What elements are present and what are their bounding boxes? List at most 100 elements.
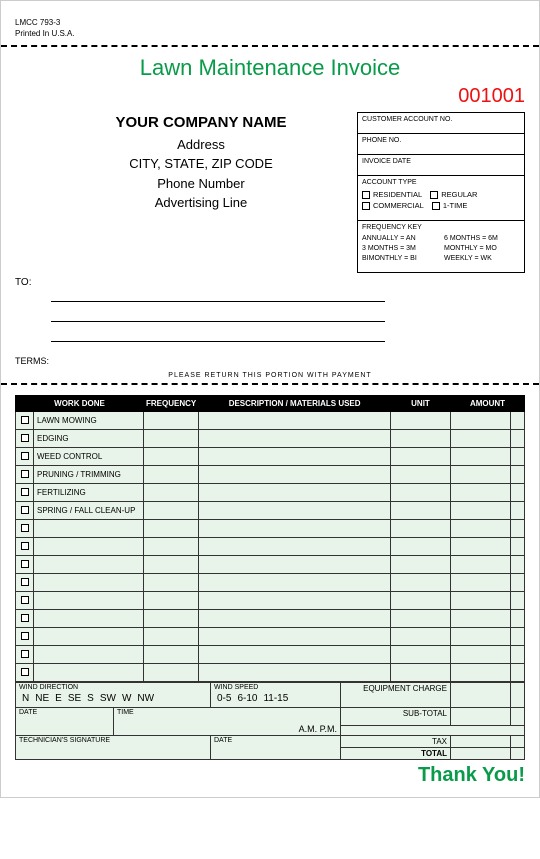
wind-speed-11-15[interactable]: 11-15: [260, 691, 291, 706]
amount-cents-cell[interactable]: [511, 502, 525, 520]
work-checkbox[interactable]: [16, 646, 34, 664]
amount-cell[interactable]: [451, 520, 511, 538]
unit-cell[interactable]: [391, 610, 451, 628]
freq-cell[interactable]: [144, 448, 199, 466]
acct-type-1time[interactable]: 1-TIME: [432, 201, 468, 210]
amount-cell[interactable]: [451, 448, 511, 466]
work-checkbox[interactable]: [16, 664, 34, 682]
amount-cents-cell[interactable]: [511, 628, 525, 646]
amount-cents-cell[interactable]: [511, 538, 525, 556]
desc-cell[interactable]: [199, 592, 391, 610]
amount-cell[interactable]: [451, 538, 511, 556]
desc-cell[interactable]: [199, 628, 391, 646]
subtotal-amount[interactable]: [451, 708, 511, 726]
phone-no[interactable]: PHONE NO.: [358, 134, 524, 155]
freq-cell[interactable]: [144, 466, 199, 484]
amount-cell[interactable]: [451, 502, 511, 520]
wind-dir-n[interactable]: N: [19, 691, 32, 706]
amount-cents-cell[interactable]: [511, 520, 525, 538]
unit-cell[interactable]: [391, 592, 451, 610]
amount-cents-cell[interactable]: [511, 574, 525, 592]
amount-cents-cell[interactable]: [511, 556, 525, 574]
amount-cell[interactable]: [451, 484, 511, 502]
acct-type-commercial[interactable]: COMMERCIAL: [362, 201, 424, 210]
amount-cents-cell[interactable]: [511, 448, 525, 466]
wind-dir-w[interactable]: W: [119, 691, 134, 706]
wind-speed-6-10[interactable]: 6-10: [234, 691, 260, 706]
invoice-date[interactable]: INVOICE DATE: [358, 155, 524, 176]
customer-account-no[interactable]: CUSTOMER ACCOUNT NO.: [358, 113, 524, 134]
amount-cell[interactable]: [451, 430, 511, 448]
freq-cell[interactable]: [144, 574, 199, 592]
unit-cell[interactable]: [391, 484, 451, 502]
time-cell[interactable]: TIME A.M. P.M.: [114, 708, 341, 736]
freq-cell[interactable]: [144, 556, 199, 574]
desc-cell[interactable]: [199, 610, 391, 628]
amount-cell[interactable]: [451, 646, 511, 664]
unit-cell[interactable]: [391, 574, 451, 592]
amount-cell[interactable]: [451, 574, 511, 592]
unit-cell[interactable]: [391, 664, 451, 682]
work-checkbox[interactable]: [16, 448, 34, 466]
unit-cell[interactable]: [391, 466, 451, 484]
unit-cell[interactable]: [391, 448, 451, 466]
amount-cents-cell[interactable]: [511, 592, 525, 610]
desc-cell[interactable]: [199, 466, 391, 484]
amount-cents-cell[interactable]: [511, 484, 525, 502]
wind-dir-se[interactable]: SE: [65, 691, 84, 706]
wind-dir-sw[interactable]: SW: [97, 691, 119, 706]
freq-cell[interactable]: [144, 664, 199, 682]
unit-cell[interactable]: [391, 412, 451, 430]
desc-cell[interactable]: [199, 664, 391, 682]
amount-cents-cell[interactable]: [511, 430, 525, 448]
amount-cents-cell[interactable]: [511, 466, 525, 484]
tax-cents[interactable]: [511, 736, 525, 748]
date2-cell[interactable]: DATE: [211, 736, 341, 760]
work-checkbox[interactable]: [16, 556, 34, 574]
equipment-charge-amount[interactable]: [451, 683, 511, 708]
desc-cell[interactable]: [199, 484, 391, 502]
freq-cell[interactable]: [144, 502, 199, 520]
freq-cell[interactable]: [144, 592, 199, 610]
date-cell[interactable]: DATE: [16, 708, 114, 736]
amount-cell[interactable]: [451, 664, 511, 682]
amount-cents-cell[interactable]: [511, 646, 525, 664]
wind-dir-nw[interactable]: NW: [134, 691, 157, 706]
amount-cell[interactable]: [451, 628, 511, 646]
amount-cell[interactable]: [451, 592, 511, 610]
wind-dir-ne[interactable]: NE: [32, 691, 52, 706]
work-checkbox[interactable]: [16, 466, 34, 484]
freq-cell[interactable]: [144, 610, 199, 628]
amount-cell[interactable]: [451, 412, 511, 430]
work-checkbox[interactable]: [16, 520, 34, 538]
work-checkbox[interactable]: [16, 538, 34, 556]
to-line-2[interactable]: [51, 308, 385, 322]
wind-dir-s[interactable]: S: [84, 691, 97, 706]
amount-cents-cell[interactable]: [511, 664, 525, 682]
to-line-1[interactable]: [51, 288, 385, 302]
work-checkbox[interactable]: [16, 430, 34, 448]
amount-cell[interactable]: [451, 466, 511, 484]
unit-cell[interactable]: [391, 646, 451, 664]
unit-cell[interactable]: [391, 430, 451, 448]
desc-cell[interactable]: [199, 538, 391, 556]
acct-type-residential[interactable]: RESIDENTIAL: [362, 190, 422, 199]
work-checkbox[interactable]: [16, 484, 34, 502]
unit-cell[interactable]: [391, 520, 451, 538]
to-line-3[interactable]: [51, 328, 385, 342]
desc-cell[interactable]: [199, 520, 391, 538]
desc-cell[interactable]: [199, 412, 391, 430]
desc-cell[interactable]: [199, 448, 391, 466]
desc-cell[interactable]: [199, 502, 391, 520]
desc-cell[interactable]: [199, 430, 391, 448]
work-checkbox[interactable]: [16, 592, 34, 610]
unit-cell[interactable]: [391, 556, 451, 574]
acct-type-regular[interactable]: REGULAR: [430, 190, 477, 199]
amount-cents-cell[interactable]: [511, 412, 525, 430]
wind-speed-0-5[interactable]: 0-5: [214, 691, 234, 706]
tech-signature-cell[interactable]: TECHNICIAN'S SIGNATURE: [16, 736, 211, 760]
unit-cell[interactable]: [391, 538, 451, 556]
freq-cell[interactable]: [144, 412, 199, 430]
amount-cents-cell[interactable]: [511, 610, 525, 628]
total-cents[interactable]: [511, 748, 525, 760]
